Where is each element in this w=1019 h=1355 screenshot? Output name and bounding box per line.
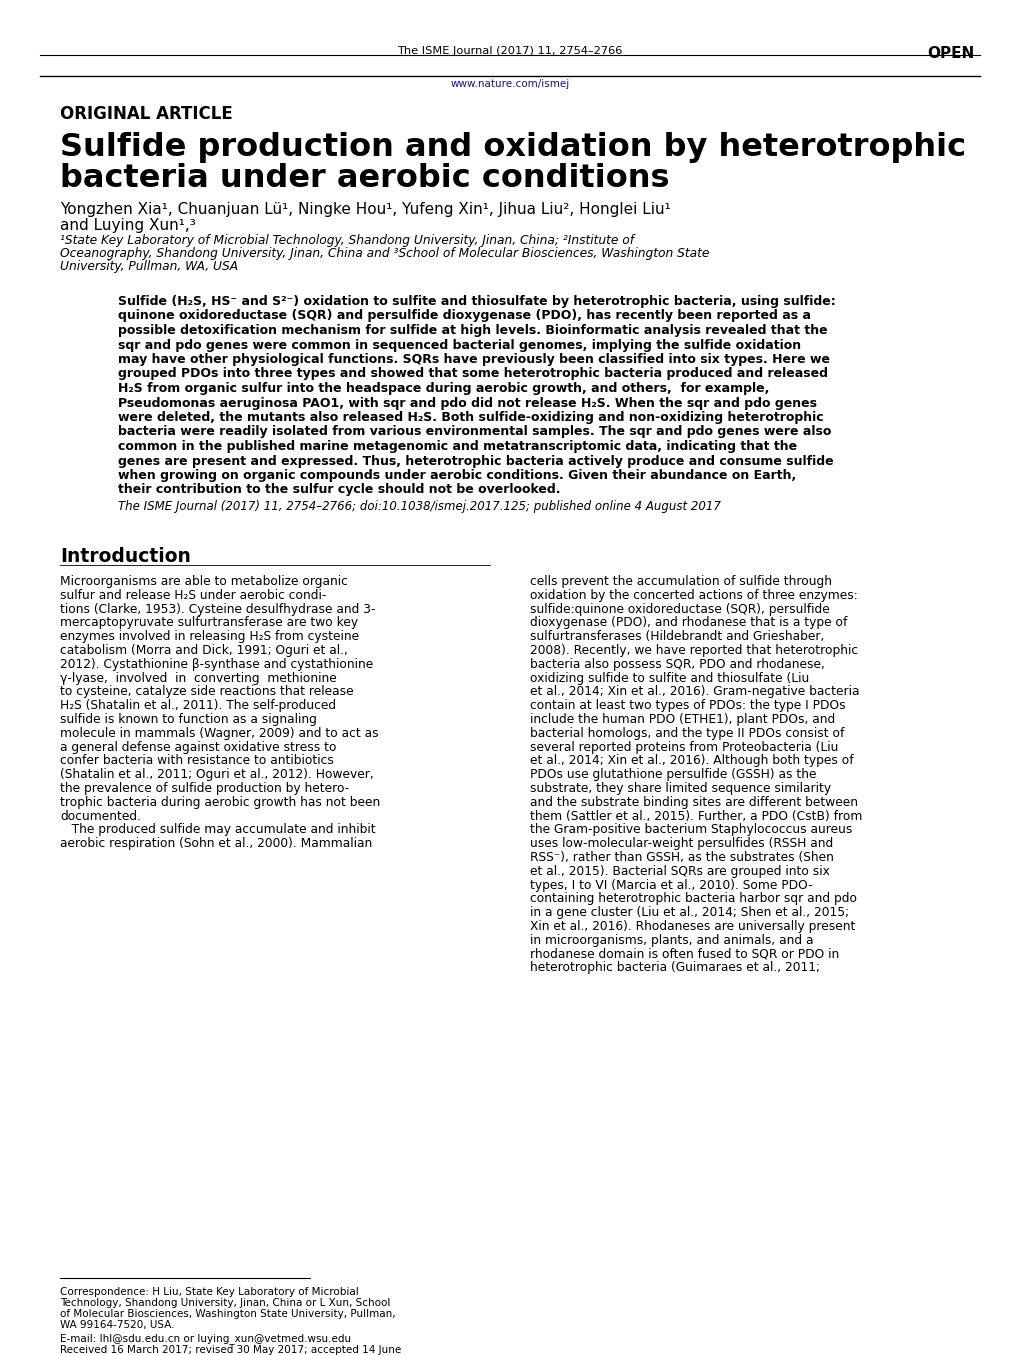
Text: their contribution to the sulfur cycle should not be overlooked.: their contribution to the sulfur cycle s… bbox=[118, 484, 560, 496]
Text: grouped PDOs into three types and showed that some heterotrophic bacteria produc: grouped PDOs into three types and showed… bbox=[118, 367, 827, 381]
Text: et al., 2015). Bacterial SQRs are grouped into six: et al., 2015). Bacterial SQRs are groupe… bbox=[530, 864, 829, 878]
Text: Sulfide production and oxidation by heterotrophic: Sulfide production and oxidation by hete… bbox=[60, 131, 965, 163]
Text: H₂S from organic sulfur into the headspace during aerobic growth, and others,  f: H₂S from organic sulfur into the headspa… bbox=[118, 382, 768, 396]
Text: dioxygenase (PDO), and rhodanese that is a type of: dioxygenase (PDO), and rhodanese that is… bbox=[530, 617, 847, 630]
Text: Microorganisms are able to metabolize organic: Microorganisms are able to metabolize or… bbox=[60, 575, 347, 588]
Text: bacteria under aerobic conditions: bacteria under aerobic conditions bbox=[60, 163, 668, 194]
Text: The produced sulfide may accumulate and inhibit: The produced sulfide may accumulate and … bbox=[60, 824, 375, 836]
Text: WA 99164-7520, USA.: WA 99164-7520, USA. bbox=[60, 1320, 174, 1331]
Text: Sulfide (H₂S, HS⁻ and S²⁻) oxidation to sulfite and thiosulfate by heterotrophic: Sulfide (H₂S, HS⁻ and S²⁻) oxidation to … bbox=[118, 295, 835, 308]
Text: molecule in mammals (Wagner, 2009) and to act as: molecule in mammals (Wagner, 2009) and t… bbox=[60, 726, 378, 740]
Text: Technology, Shandong University, Jinan, China or L Xun, School: Technology, Shandong University, Jinan, … bbox=[60, 1298, 390, 1308]
Text: sqr and pdo genes were common in sequenced bacterial genomes, implying the sulfi: sqr and pdo genes were common in sequenc… bbox=[118, 339, 800, 351]
Text: containing heterotrophic bacteria harbor sqr and pdo: containing heterotrophic bacteria harbor… bbox=[530, 893, 856, 905]
Text: γ-lyase,  involved  in  converting  methionine: γ-lyase, involved in converting methioni… bbox=[60, 672, 336, 684]
Text: mercaptopyruvate sulfurtransferase are two key: mercaptopyruvate sulfurtransferase are t… bbox=[60, 617, 358, 630]
Text: catabolism (Morra and Dick, 1991; Oguri et al.,: catabolism (Morra and Dick, 1991; Oguri … bbox=[60, 644, 347, 657]
Text: The ISME Journal (2017) 11, 2754–2766; doi:10.1038/ismej.2017.125; published onl: The ISME Journal (2017) 11, 2754–2766; d… bbox=[118, 500, 720, 514]
Text: in a gene cluster (Liu et al., 2014; Shen et al., 2015;: in a gene cluster (Liu et al., 2014; She… bbox=[530, 906, 848, 919]
Text: Pseudomonas aeruginosa PAO1, with sqr and pdo did not release H₂S. When the sqr : Pseudomonas aeruginosa PAO1, with sqr an… bbox=[118, 397, 816, 409]
Text: aerobic respiration (Sohn et al., 2000). Mammalian: aerobic respiration (Sohn et al., 2000).… bbox=[60, 837, 372, 850]
Text: sulfur and release H₂S under aerobic condi-: sulfur and release H₂S under aerobic con… bbox=[60, 589, 326, 602]
Text: H₂S (Shatalin et al., 2011). The self-produced: H₂S (Shatalin et al., 2011). The self-pr… bbox=[60, 699, 336, 713]
Text: cells prevent the accumulation of sulfide through: cells prevent the accumulation of sulfid… bbox=[530, 575, 832, 588]
Text: sulfurtransferases (Hildebrandt and Grieshaber,: sulfurtransferases (Hildebrandt and Grie… bbox=[530, 630, 823, 644]
Text: Yongzhen Xia¹, Chuanjuan Lü¹, Ningke Hou¹, Yufeng Xin¹, Jihua Liu², Honglei Liu¹: Yongzhen Xia¹, Chuanjuan Lü¹, Ningke Hou… bbox=[60, 202, 671, 217]
Text: RSS⁻), rather than GSSH, as the substrates (Shen: RSS⁻), rather than GSSH, as the substrat… bbox=[530, 851, 834, 864]
Text: in microorganisms, plants, and animals, and a: in microorganisms, plants, and animals, … bbox=[530, 934, 813, 947]
Text: types, I to VI (Marcia et al., 2010). Some PDO-: types, I to VI (Marcia et al., 2010). So… bbox=[530, 878, 812, 892]
Text: and the substrate binding sites are different between: and the substrate binding sites are diff… bbox=[530, 795, 857, 809]
Text: et al., 2014; Xin et al., 2016). Gram-negative bacteria: et al., 2014; Xin et al., 2016). Gram-ne… bbox=[530, 686, 859, 698]
Text: enzymes involved in releasing H₂S from cysteine: enzymes involved in releasing H₂S from c… bbox=[60, 630, 359, 644]
Text: Oceanography, Shandong University, Jinan, China and ³School of Molecular Bioscie: Oceanography, Shandong University, Jinan… bbox=[60, 247, 708, 260]
Text: genes are present and expressed. Thus, heterotrophic bacteria actively produce a: genes are present and expressed. Thus, h… bbox=[118, 454, 833, 467]
Text: ORIGINAL ARTICLE: ORIGINAL ARTICLE bbox=[60, 104, 232, 123]
Text: 2012). Cystathionine β-synthase and cystathionine: 2012). Cystathionine β-synthase and cyst… bbox=[60, 657, 373, 671]
Text: bacteria also possess SQR, PDO and rhodanese,: bacteria also possess SQR, PDO and rhoda… bbox=[530, 657, 824, 671]
Text: confer bacteria with resistance to antibiotics: confer bacteria with resistance to antib… bbox=[60, 755, 333, 767]
Text: trophic bacteria during aerobic growth has not been: trophic bacteria during aerobic growth h… bbox=[60, 795, 380, 809]
Text: www.nature.com/ismej: www.nature.com/ismej bbox=[450, 79, 569, 89]
Text: were deleted, the mutants also released H₂S. Both sulfide-oxidizing and non-oxid: were deleted, the mutants also released … bbox=[118, 411, 822, 424]
Text: common in the published marine metagenomic and metatranscriptomic data, indicati: common in the published marine metagenom… bbox=[118, 440, 796, 453]
Text: ¹State Key Laboratory of Microbial Technology, Shandong University, Jinan, China: ¹State Key Laboratory of Microbial Techn… bbox=[60, 234, 634, 247]
Text: them (Sattler et al., 2015). Further, a PDO (CstB) from: them (Sattler et al., 2015). Further, a … bbox=[530, 809, 861, 822]
Text: E-mail: lhl@sdu.edu.cn or luying_xun@vetmed.wsu.edu: E-mail: lhl@sdu.edu.cn or luying_xun@vet… bbox=[60, 1333, 351, 1344]
Text: a general defense against oxidative stress to: a general defense against oxidative stre… bbox=[60, 741, 336, 753]
Text: and Luying Xun¹,³: and Luying Xun¹,³ bbox=[60, 218, 196, 233]
Text: OPEN: OPEN bbox=[927, 46, 974, 61]
Text: Received 16 March 2017; revised 30 May 2017; accepted 14 June: Received 16 March 2017; revised 30 May 2… bbox=[60, 1346, 400, 1355]
Text: include the human PDO (ETHE1), plant PDOs, and: include the human PDO (ETHE1), plant PDO… bbox=[530, 713, 835, 726]
Text: several reported proteins from Proteobacteria (Liu: several reported proteins from Proteobac… bbox=[530, 741, 838, 753]
Text: quinone oxidoreductase (SQR) and persulfide dioxygenase (PDO), has recently been: quinone oxidoreductase (SQR) and persulf… bbox=[118, 309, 810, 322]
Text: contain at least two types of PDOs: the type I PDOs: contain at least two types of PDOs: the … bbox=[530, 699, 845, 713]
Text: the prevalence of sulfide production by hetero-: the prevalence of sulfide production by … bbox=[60, 782, 348, 795]
Text: Xin et al., 2016). Rhodaneses are universally present: Xin et al., 2016). Rhodaneses are univer… bbox=[530, 920, 855, 934]
Text: the Gram-positive bacterium Staphylococcus aureus: the Gram-positive bacterium Staphylococc… bbox=[530, 824, 852, 836]
Text: of Molecular Biosciences, Washington State University, Pullman,: of Molecular Biosciences, Washington Sta… bbox=[60, 1309, 395, 1318]
Text: Introduction: Introduction bbox=[60, 547, 191, 566]
Text: sulfide:quinone oxidoreductase (SQR), persulfide: sulfide:quinone oxidoreductase (SQR), pe… bbox=[530, 603, 828, 615]
Text: sulfide is known to function as a signaling: sulfide is known to function as a signal… bbox=[60, 713, 317, 726]
Text: oxidizing sulfide to sulfite and thiosulfate (Liu: oxidizing sulfide to sulfite and thiosul… bbox=[530, 672, 808, 684]
Text: 2008). Recently, we have reported that heterotrophic: 2008). Recently, we have reported that h… bbox=[530, 644, 857, 657]
Text: possible detoxification mechanism for sulfide at high levels. Bioinformatic anal: possible detoxification mechanism for su… bbox=[118, 324, 826, 337]
Text: to cysteine, catalyze side reactions that release: to cysteine, catalyze side reactions tha… bbox=[60, 686, 354, 698]
Text: substrate, they share limited sequence similarity: substrate, they share limited sequence s… bbox=[530, 782, 830, 795]
Text: rhodanese domain is often fused to SQR or PDO in: rhodanese domain is often fused to SQR o… bbox=[530, 947, 839, 961]
Text: may have other physiological functions. SQRs have previously been classified int: may have other physiological functions. … bbox=[118, 354, 829, 366]
Text: when growing on organic compounds under aerobic conditions. Given their abundanc: when growing on organic compounds under … bbox=[118, 469, 796, 482]
Text: et al., 2014; Xin et al., 2016). Although both types of: et al., 2014; Xin et al., 2016). Althoug… bbox=[530, 755, 853, 767]
Text: (Shatalin et al., 2011; Oguri et al., 2012). However,: (Shatalin et al., 2011; Oguri et al., 20… bbox=[60, 768, 373, 782]
Text: heterotrophic bacteria (Guimaraes et al., 2011;: heterotrophic bacteria (Guimaraes et al.… bbox=[530, 962, 819, 974]
Text: uses low-molecular-weight persulfides (RSSH and: uses low-molecular-weight persulfides (R… bbox=[530, 837, 833, 850]
Text: Correspondence: H Liu, State Key Laboratory of Microbial: Correspondence: H Liu, State Key Laborat… bbox=[60, 1287, 359, 1297]
Text: PDOs use glutathione persulfide (GSSH) as the: PDOs use glutathione persulfide (GSSH) a… bbox=[530, 768, 815, 782]
Text: documented.: documented. bbox=[60, 809, 141, 822]
Text: oxidation by the concerted actions of three enzymes:: oxidation by the concerted actions of th… bbox=[530, 589, 857, 602]
Text: University, Pullman, WA, USA: University, Pullman, WA, USA bbox=[60, 260, 237, 272]
Text: bacteria were readily isolated from various environmental samples. The sqr and p: bacteria were readily isolated from vari… bbox=[118, 425, 830, 439]
Text: tions (Clarke, 1953). Cysteine desulfhydrase and 3-: tions (Clarke, 1953). Cysteine desulfhyd… bbox=[60, 603, 375, 615]
Text: bacterial homologs, and the type II PDOs consist of: bacterial homologs, and the type II PDOs… bbox=[530, 726, 844, 740]
Text: The ISME Journal (2017) 11, 2754–2766: The ISME Journal (2017) 11, 2754–2766 bbox=[397, 46, 622, 56]
